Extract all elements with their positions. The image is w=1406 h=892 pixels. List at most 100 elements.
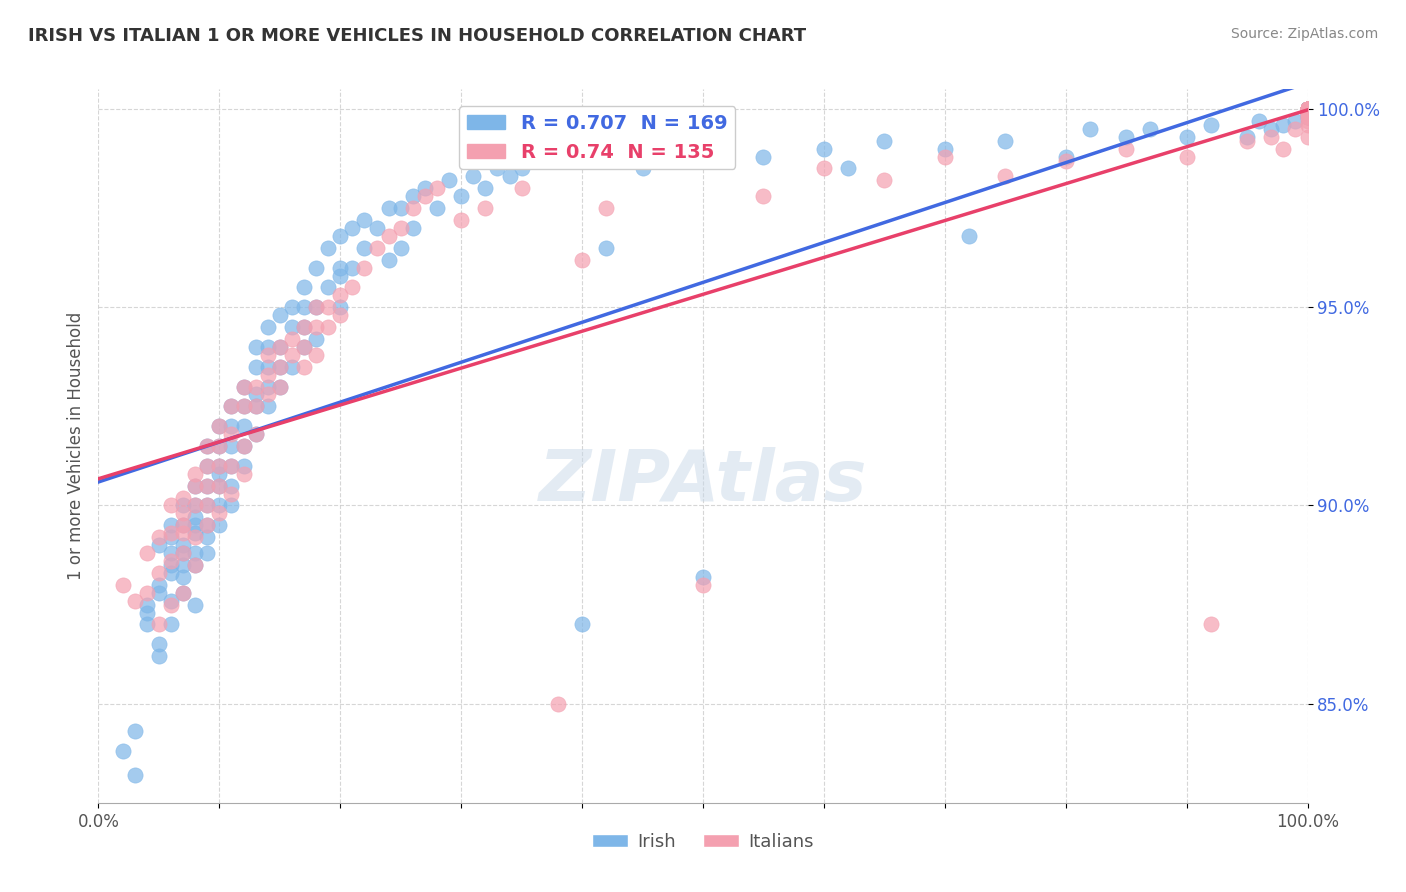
Irish: [269, 308, 291, 322]
Italians: [1296, 102, 1319, 116]
Irish: [1296, 102, 1319, 116]
Irish: [232, 379, 254, 393]
Irish: [1260, 121, 1282, 136]
Irish: [195, 518, 218, 533]
Irish: [245, 400, 267, 414]
Irish: [1296, 102, 1319, 116]
Irish: [208, 518, 231, 533]
Italians: [292, 320, 315, 334]
Irish: [172, 585, 194, 599]
Irish: [1054, 150, 1077, 164]
Italians: [281, 332, 304, 346]
Irish: [281, 320, 304, 334]
Irish: [474, 181, 496, 195]
Irish: [1236, 129, 1258, 144]
Irish: [172, 518, 194, 533]
Irish: [1296, 110, 1319, 124]
Italians: [172, 546, 194, 560]
Italians: [1296, 102, 1319, 116]
Italians: [1296, 102, 1319, 116]
Irish: [994, 134, 1017, 148]
Irish: [389, 241, 412, 255]
Irish: [256, 359, 278, 374]
Italians: [148, 566, 170, 580]
Italians: [1296, 106, 1319, 120]
Irish: [232, 400, 254, 414]
Irish: [1296, 102, 1319, 116]
Italians: [148, 530, 170, 544]
Italians: [1296, 102, 1319, 116]
Italians: [366, 241, 388, 255]
Irish: [1296, 102, 1319, 116]
Irish: [1296, 102, 1319, 116]
Italians: [184, 499, 207, 513]
Irish: [1296, 102, 1319, 116]
Italians: [1296, 102, 1319, 116]
Italians: [1296, 102, 1319, 116]
Irish: [292, 340, 315, 354]
Irish: [195, 478, 218, 492]
Irish: [221, 478, 243, 492]
Italians: [221, 458, 243, 473]
Italians: [160, 499, 183, 513]
Irish: [366, 221, 388, 235]
Irish: [208, 467, 231, 481]
Italians: [245, 427, 267, 442]
Italians: [184, 558, 207, 572]
Italians: [1296, 102, 1319, 116]
Italians: [269, 340, 291, 354]
Italians: [1296, 102, 1319, 116]
Irish: [1296, 102, 1319, 116]
Italians: [256, 368, 278, 382]
Italians: [281, 348, 304, 362]
Italians: [1296, 102, 1319, 116]
Italians: [208, 458, 231, 473]
Italians: [1296, 110, 1319, 124]
Irish: [221, 419, 243, 434]
Irish: [184, 499, 207, 513]
Irish: [1296, 102, 1319, 116]
Italians: [1199, 617, 1222, 632]
Italians: [172, 491, 194, 505]
Irish: [245, 427, 267, 442]
Irish: [305, 300, 328, 314]
Irish: [837, 161, 859, 176]
Italians: [1296, 102, 1319, 116]
Italians: [1296, 110, 1319, 124]
Irish: [752, 150, 775, 164]
Irish: [316, 241, 339, 255]
Irish: [184, 478, 207, 492]
Italians: [329, 308, 352, 322]
Italians: [160, 554, 183, 568]
Irish: [342, 260, 364, 275]
Irish: [329, 228, 352, 243]
Irish: [111, 744, 134, 758]
Italians: [474, 201, 496, 215]
Irish: [195, 439, 218, 453]
Irish: [269, 379, 291, 393]
Irish: [208, 458, 231, 473]
Irish: [957, 228, 980, 243]
Irish: [1272, 118, 1295, 132]
Irish: [1296, 102, 1319, 116]
Italians: [221, 486, 243, 500]
Irish: [329, 260, 352, 275]
Irish: [160, 617, 183, 632]
Irish: [305, 332, 328, 346]
Italians: [245, 379, 267, 393]
Irish: [450, 189, 472, 203]
Italians: [172, 526, 194, 541]
Irish: [148, 649, 170, 664]
Irish: [245, 359, 267, 374]
Italians: [1115, 142, 1137, 156]
Italians: [160, 526, 183, 541]
Irish: [1284, 114, 1306, 128]
Italians: [450, 213, 472, 227]
Irish: [377, 252, 399, 267]
Italians: [1296, 102, 1319, 116]
Irish: [184, 526, 207, 541]
Italians: [342, 280, 364, 294]
Italians: [1296, 102, 1319, 116]
Irish: [1296, 102, 1319, 116]
Irish: [486, 161, 509, 176]
